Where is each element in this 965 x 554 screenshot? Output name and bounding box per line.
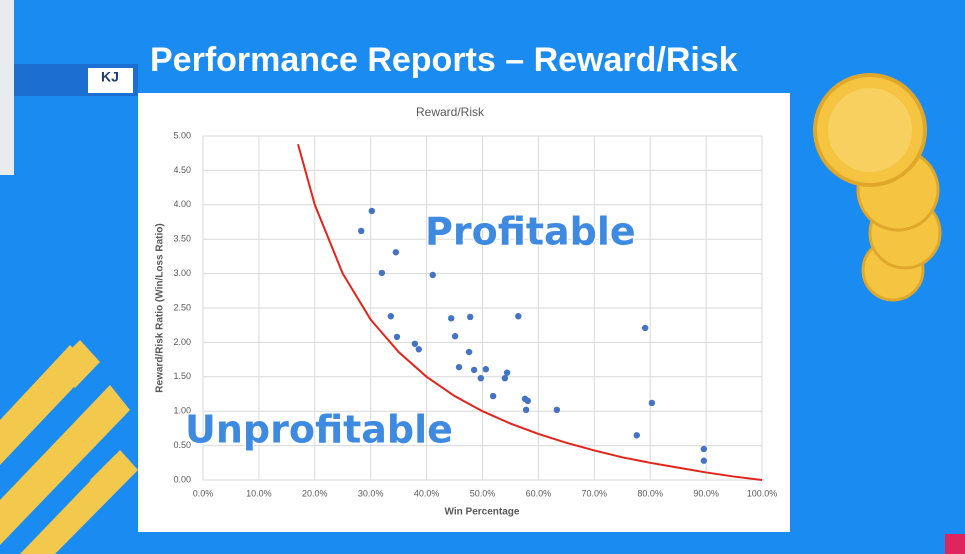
data-point — [411, 340, 419, 347]
data-point — [387, 313, 395, 320]
data-point — [482, 366, 490, 373]
x-tick-label: 80.0% — [637, 488, 663, 498]
y-tick-label: 3.50 — [173, 234, 191, 244]
y-tick-label: 0.00 — [173, 474, 191, 484]
data-point — [470, 366, 478, 374]
data-point — [553, 406, 561, 414]
data-point — [465, 348, 473, 356]
data-point — [700, 445, 708, 453]
x-tick-label: 30.0% — [358, 488, 384, 498]
x-tick-label: 50.0% — [470, 488, 496, 498]
y-tick-label: 5.00 — [173, 130, 191, 140]
x-tick-label: 20.0% — [302, 488, 328, 498]
data-point — [455, 363, 463, 371]
data-point — [477, 374, 485, 382]
x-tick-label: 100.0% — [747, 488, 778, 498]
y-tick-label: 2.50 — [173, 302, 191, 312]
data-point — [524, 397, 531, 405]
chart-title: Reward/Risk — [416, 105, 485, 119]
y-tick-label: 3.00 — [173, 268, 191, 278]
data-point — [503, 369, 511, 376]
data-point — [378, 269, 386, 277]
y-tick-label: 1.50 — [173, 371, 191, 381]
x-tick-label: 90.0% — [693, 488, 719, 498]
data-point — [429, 271, 436, 279]
logo-text: KJ — [101, 69, 119, 85]
data-point — [447, 315, 455, 322]
data-point — [415, 346, 422, 353]
coins — [813, 73, 942, 302]
data-point — [501, 374, 509, 382]
y-tick-label: 1.00 — [173, 406, 191, 416]
x-tick-label: 40.0% — [414, 488, 440, 498]
data-point — [392, 249, 400, 256]
curve — [297, 143, 763, 481]
data-point — [633, 432, 640, 439]
x-axis-label: Win Percentage — [445, 507, 520, 518]
y-tick-label: 2.00 — [173, 337, 191, 347]
decor-bands — [0, 340, 138, 554]
chart-panel — [138, 93, 790, 532]
data-point — [515, 313, 522, 320]
data-point — [648, 399, 656, 407]
y-axis-label: Reward/Risk Ratio (Win/Loss Ratio) — [155, 223, 166, 392]
y-tick-label: 4.00 — [173, 199, 191, 209]
x-tick-label: 60.0% — [526, 488, 552, 498]
annotation: Unprofitable — [185, 408, 453, 452]
corner-icon — [945, 534, 965, 554]
logo-box — [88, 68, 133, 93]
data-point — [700, 457, 708, 464]
y-tick-label: 4.50 — [173, 165, 191, 175]
y-tick-label: 0.50 — [173, 440, 191, 450]
annotation: Profitable — [425, 210, 636, 254]
data-point — [393, 333, 401, 341]
slide-title: Performance Reports – Reward/Risk — [150, 41, 738, 79]
data-point — [641, 324, 649, 332]
data-point — [522, 406, 530, 414]
data-point — [451, 333, 459, 340]
data-point — [467, 313, 474, 321]
x-tick-label: 0.0% — [193, 488, 214, 498]
data-point — [357, 227, 365, 235]
data-point — [489, 392, 497, 400]
x-tick-label: 10.0% — [246, 488, 272, 498]
webcam-strip — [0, 0, 14, 175]
data-point — [368, 207, 376, 215]
x-tick-label: 70.0% — [582, 488, 608, 498]
